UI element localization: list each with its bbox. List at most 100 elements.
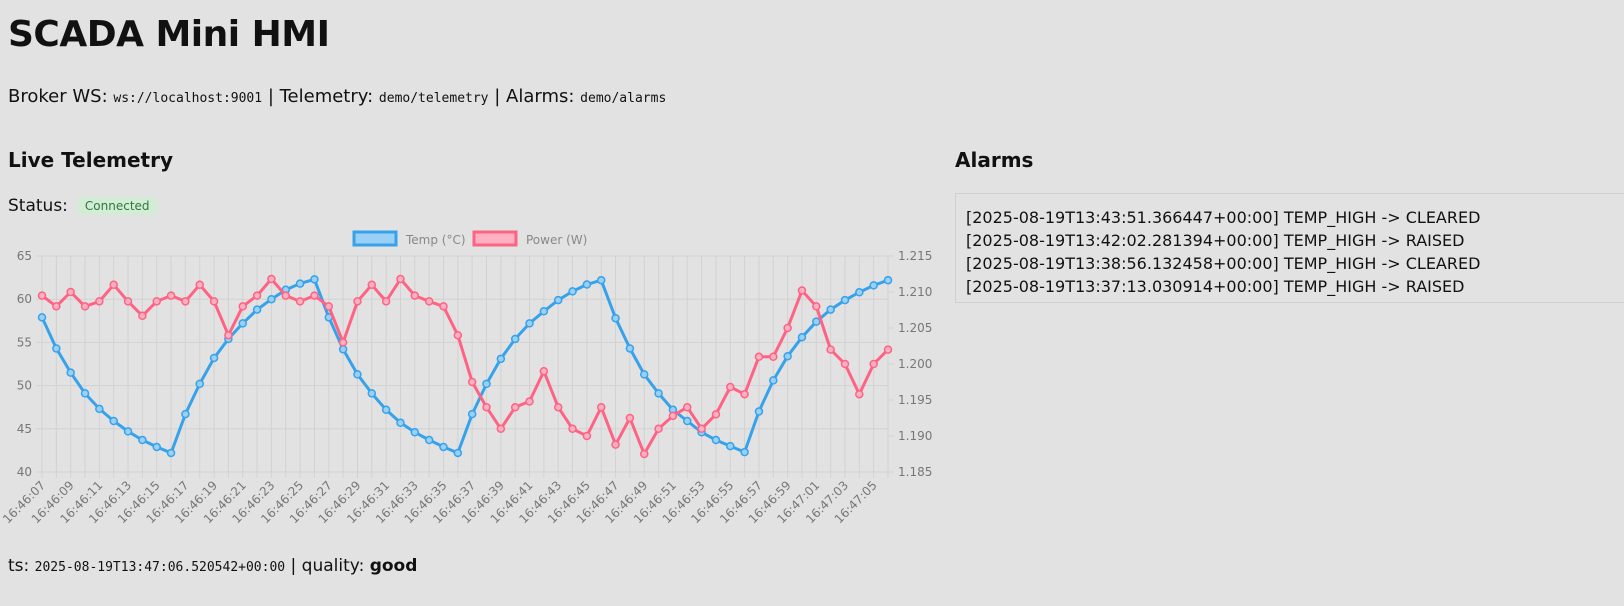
y-right-tick-label: 1.215 (898, 249, 932, 263)
power-data-point (439, 302, 448, 311)
power-data-point (338, 338, 348, 347)
power-data-point (726, 382, 735, 392)
power-data-point (740, 389, 749, 399)
power-data-point (166, 291, 176, 300)
telemetry-title: Live Telemetry (8, 148, 173, 172)
temp-data-point (496, 354, 506, 364)
power-data-point (812, 302, 821, 311)
power-data-point (783, 323, 792, 333)
temp-data-point (639, 370, 649, 379)
status-badge: Connected (77, 197, 157, 215)
temp-data-point (195, 379, 204, 389)
power-data-point (310, 291, 319, 300)
legend-swatch-power (472, 230, 518, 247)
alarms-title: Alarms (955, 148, 1034, 172)
temp-data-point (209, 353, 219, 363)
temp-data-point (338, 345, 348, 354)
temp-data-point (596, 275, 606, 285)
power-data-point (238, 302, 247, 311)
temp-series-line (40, 277, 889, 455)
power-data-point (797, 286, 807, 295)
y-left-tick-label: 60 (17, 292, 32, 306)
temp-data-point (769, 376, 778, 385)
ts-value: 2025-08-19T13:47:06.520542+00:00 (34, 560, 286, 575)
temp-data-point (797, 332, 807, 342)
y-left-tick-label: 45 (17, 422, 32, 436)
power-data-point (138, 311, 147, 321)
power-data-point (95, 297, 104, 306)
y-right-tick-label: 1.190 (898, 429, 932, 443)
power-data-point (424, 297, 434, 306)
power-data-point (367, 280, 377, 290)
y-right-tick-label: 1.195 (898, 393, 932, 407)
power-data-point (840, 359, 850, 369)
temp-data-point (568, 287, 577, 296)
legend-label-power: Power (W) (526, 233, 587, 247)
power-data-point (539, 366, 549, 376)
legend-swatch-temp (352, 230, 398, 247)
power-data-point (453, 330, 463, 340)
temp-data-point (181, 409, 190, 419)
power-data-point (482, 402, 491, 412)
temp-data-point (711, 435, 721, 445)
y-right-tick-label: 1.210 (898, 285, 932, 299)
power-data-point (697, 424, 706, 434)
power-data-point (496, 424, 506, 434)
alarms-label: | Alarms: (494, 86, 575, 107)
telemetry-footer: ts: 2025-08-19T13:47:06.520542+00:00 | q… (8, 556, 417, 576)
temp-data-point (453, 448, 463, 458)
temp-data-point (267, 294, 276, 304)
temp-data-point (52, 344, 61, 353)
page-title: SCADA Mini HMI (8, 14, 330, 55)
power-data-point (668, 411, 678, 421)
temp-data-point (525, 319, 534, 328)
temp-data-point (80, 389, 90, 398)
power-data-point (281, 291, 291, 300)
power-data-point (855, 389, 864, 399)
alarm-entry: [2025-08-19T13:37:13.030914+00:00] TEMP_… (966, 277, 1465, 296)
alarms-topic: demo/alarms (580, 91, 667, 106)
temp-data-point (123, 427, 133, 436)
temp-data-point (510, 334, 520, 344)
broker-label: Broker WS: (8, 86, 108, 107)
telemetry-chart-svg: 65 60 55 50 45 40 1.215 1.210 1.205 1.200 1.195 1.1… (0, 230, 932, 526)
legend-label-temp: Temp (°C) (405, 233, 466, 247)
y-right-tick-label: 1.185 (898, 465, 932, 479)
power-data-point (381, 297, 391, 306)
temp-data-point (66, 368, 75, 377)
broker-info: Broker WS: ws://localhost:9001 | Telemet… (8, 86, 666, 107)
temp-data-point (310, 275, 319, 284)
temp-data-point (582, 280, 592, 289)
temp-data-point (855, 288, 864, 297)
y-left-tick-label: 40 (17, 465, 32, 479)
power-series-line (41, 277, 890, 456)
power-data-point (295, 297, 305, 306)
temp-data-point (424, 435, 434, 445)
temp-data-point (238, 319, 247, 328)
temp-data-point (353, 370, 362, 379)
temp-data-point (295, 279, 305, 288)
power-data-point (181, 297, 190, 306)
temp-data-point (812, 317, 821, 326)
power-data-point (37, 291, 47, 300)
power-data-point (80, 302, 90, 311)
temp-data-point (138, 435, 147, 445)
power-data-point (654, 424, 663, 434)
temp-data-point (95, 404, 104, 414)
power-data-point (396, 274, 405, 284)
power-data-point (252, 291, 262, 300)
power-data-point (510, 402, 520, 412)
power-data-point (525, 397, 534, 406)
telemetry-topic: demo/telemetry (378, 91, 489, 106)
y-right-tick-label: 1.200 (898, 357, 932, 371)
power-data-point (66, 287, 75, 297)
power-data-point (109, 280, 118, 290)
temp-data-point (654, 389, 663, 398)
power-data-point (711, 410, 721, 419)
temp-data-point (396, 418, 405, 428)
y-right-tick-label: 1.205 (898, 321, 932, 335)
temp-data-point (869, 281, 878, 290)
power-data-point (754, 352, 764, 362)
temp-data-point (754, 407, 764, 416)
power-data-point (123, 297, 133, 306)
